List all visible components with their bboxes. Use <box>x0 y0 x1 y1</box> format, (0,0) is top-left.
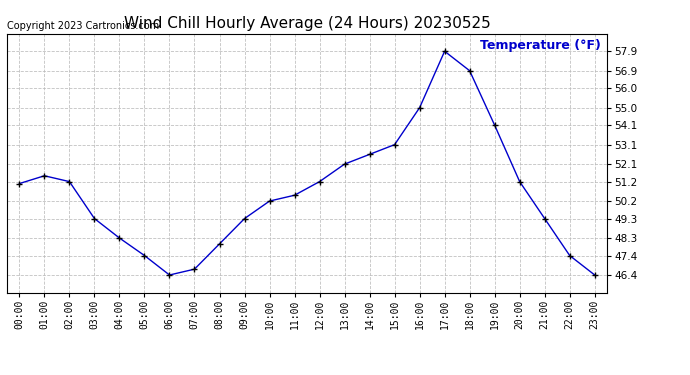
Title: Wind Chill Hourly Average (24 Hours) 20230525: Wind Chill Hourly Average (24 Hours) 202… <box>124 16 491 31</box>
Text: Copyright 2023 Cartronics.com: Copyright 2023 Cartronics.com <box>7 21 159 31</box>
Text: Temperature (°F): Temperature (°F) <box>480 39 601 52</box>
